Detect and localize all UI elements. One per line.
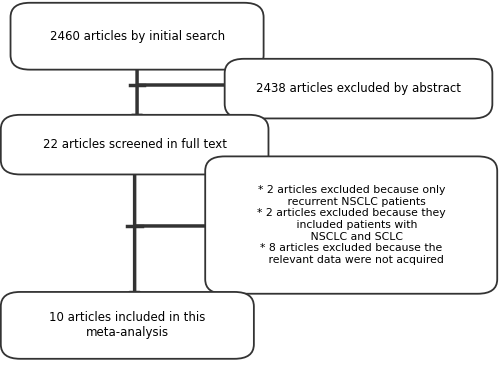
- Text: 2460 articles by initial search: 2460 articles by initial search: [50, 30, 224, 43]
- FancyBboxPatch shape: [10, 3, 264, 70]
- FancyBboxPatch shape: [1, 115, 268, 174]
- Text: 10 articles included in this
meta-analysis: 10 articles included in this meta-analys…: [49, 311, 205, 339]
- FancyBboxPatch shape: [205, 156, 497, 294]
- FancyBboxPatch shape: [224, 59, 492, 119]
- Text: 22 articles screened in full text: 22 articles screened in full text: [42, 138, 226, 151]
- Text: * 2 articles excluded because only
   recurrent NSCLC patients
* 2 articles excl: * 2 articles excluded because only recur…: [257, 185, 446, 265]
- Text: 2438 articles excluded by abstract: 2438 articles excluded by abstract: [256, 82, 461, 95]
- FancyBboxPatch shape: [1, 292, 254, 359]
